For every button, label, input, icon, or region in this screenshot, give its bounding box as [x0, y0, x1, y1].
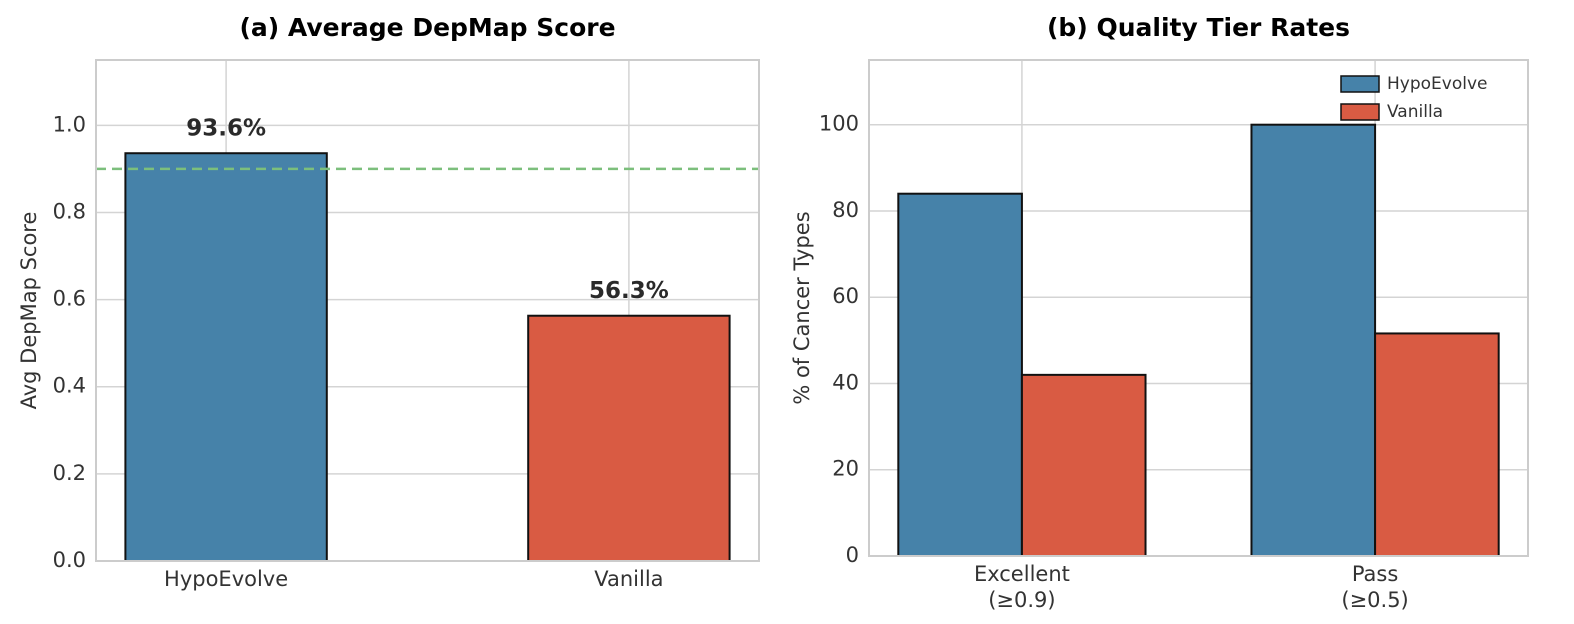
- y-tick-label: 0.2: [53, 461, 86, 485]
- legend-label: HypoEvolve: [1387, 74, 1487, 94]
- y-tick-label: 60: [832, 284, 859, 308]
- plot-frame: [868, 59, 1529, 557]
- y-tick-label: 1.0: [53, 112, 86, 136]
- y-axis-label: % of Cancer Types: [790, 211, 814, 404]
- bar: [1020, 373, 1147, 557]
- plot-frame: [95, 59, 760, 562]
- y-tick-label: 0.0: [53, 548, 86, 572]
- x-tick-label: Excellent (≥0.9): [974, 562, 1070, 612]
- y-axis-label: Avg DepMap Score: [17, 212, 41, 410]
- chart-title: (a) Average DepMap Score: [239, 13, 615, 42]
- bar: [124, 152, 328, 563]
- y-tick-label: 80: [832, 198, 859, 222]
- legend-swatch: [1340, 75, 1380, 93]
- value-label: 56.3%: [589, 278, 669, 304]
- y-tick-label: 40: [832, 370, 859, 394]
- y-tick-label: 100: [819, 112, 859, 136]
- chart-title: (b) Quality Tier Rates: [1047, 13, 1350, 42]
- y-tick-label: 0.4: [53, 374, 86, 398]
- x-tick-line: (≥0.5): [1341, 588, 1408, 612]
- bar: [897, 192, 1023, 557]
- x-tick-line: (≥0.9): [988, 588, 1055, 612]
- bar: [1374, 332, 1500, 557]
- x-tick-label: Pass (≥0.5): [1341, 562, 1408, 612]
- y-tick-label: 0.6: [53, 287, 86, 311]
- x-tick-label: HypoEvolve: [164, 567, 288, 591]
- bar: [527, 314, 731, 562]
- bar: [1250, 123, 1377, 558]
- legend-swatch: [1340, 103, 1380, 121]
- x-tick-line: Pass: [1352, 562, 1398, 586]
- y-tick-label: 0.8: [53, 199, 86, 223]
- legend-label: Vanilla: [1387, 102, 1443, 122]
- x-tick-label: Vanilla: [594, 567, 663, 591]
- y-tick-label: 20: [832, 457, 859, 481]
- x-tick-line: Excellent: [974, 562, 1070, 586]
- value-label: 93.6%: [186, 116, 266, 142]
- y-tick-label: 0: [846, 543, 859, 567]
